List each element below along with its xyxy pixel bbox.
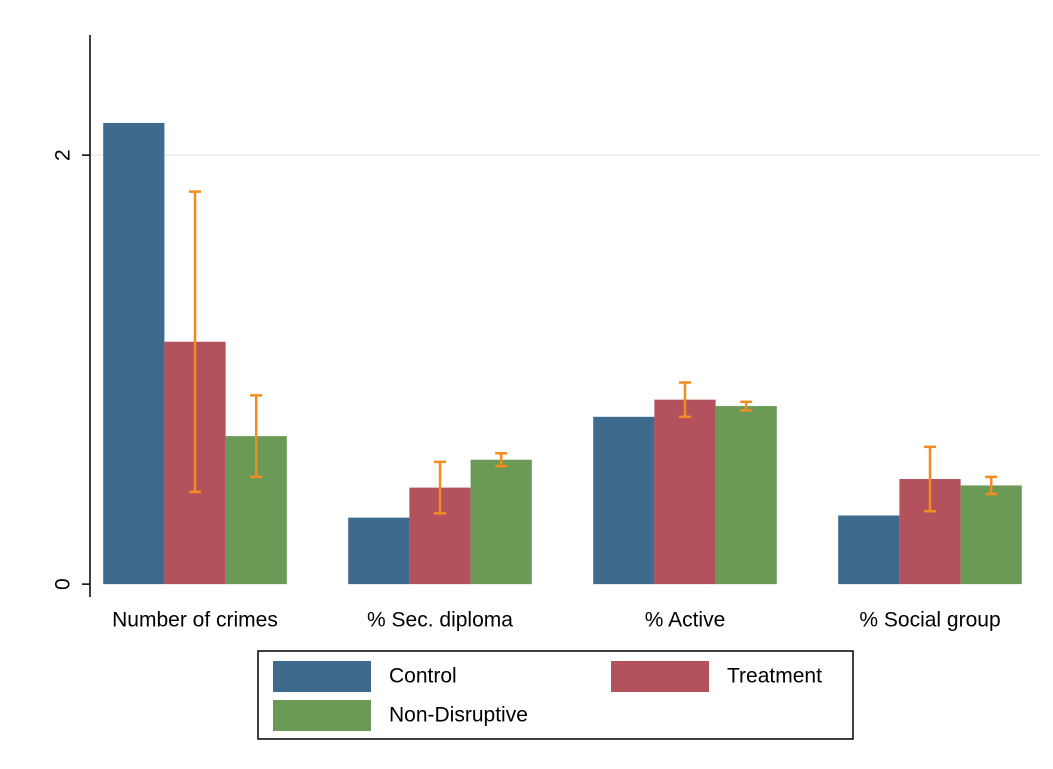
legend-label: Treatment [727, 665, 822, 688]
bar [838, 515, 900, 585]
bar [593, 416, 655, 585]
bar [715, 406, 777, 585]
legend-swatch [611, 661, 709, 692]
error-bar [740, 400, 753, 412]
bar [960, 485, 1022, 585]
legend-label: Control [389, 665, 457, 688]
error-bar [495, 452, 508, 468]
x-tick-label: Number of crimes [112, 609, 278, 632]
x-tick-label: % Active [645, 609, 726, 632]
y-tick-label: 2 [52, 149, 75, 161]
legend-swatch [273, 700, 371, 731]
bar [348, 517, 410, 585]
bar [654, 399, 716, 585]
error-bar [189, 190, 201, 494]
error-bar [924, 445, 936, 513]
legend-label: Non-Disruptive [389, 704, 528, 727]
y-tick-label: 0 [52, 578, 75, 590]
bar [103, 122, 165, 585]
error-bar [679, 381, 691, 419]
bar [470, 459, 532, 585]
legend-swatch [273, 661, 371, 692]
error-bar [250, 394, 263, 479]
x-tick-label: % Sec. diploma [367, 609, 513, 632]
x-tick-label: % Social group [859, 609, 1000, 632]
error-bar [985, 475, 998, 496]
error-bar [434, 460, 446, 515]
